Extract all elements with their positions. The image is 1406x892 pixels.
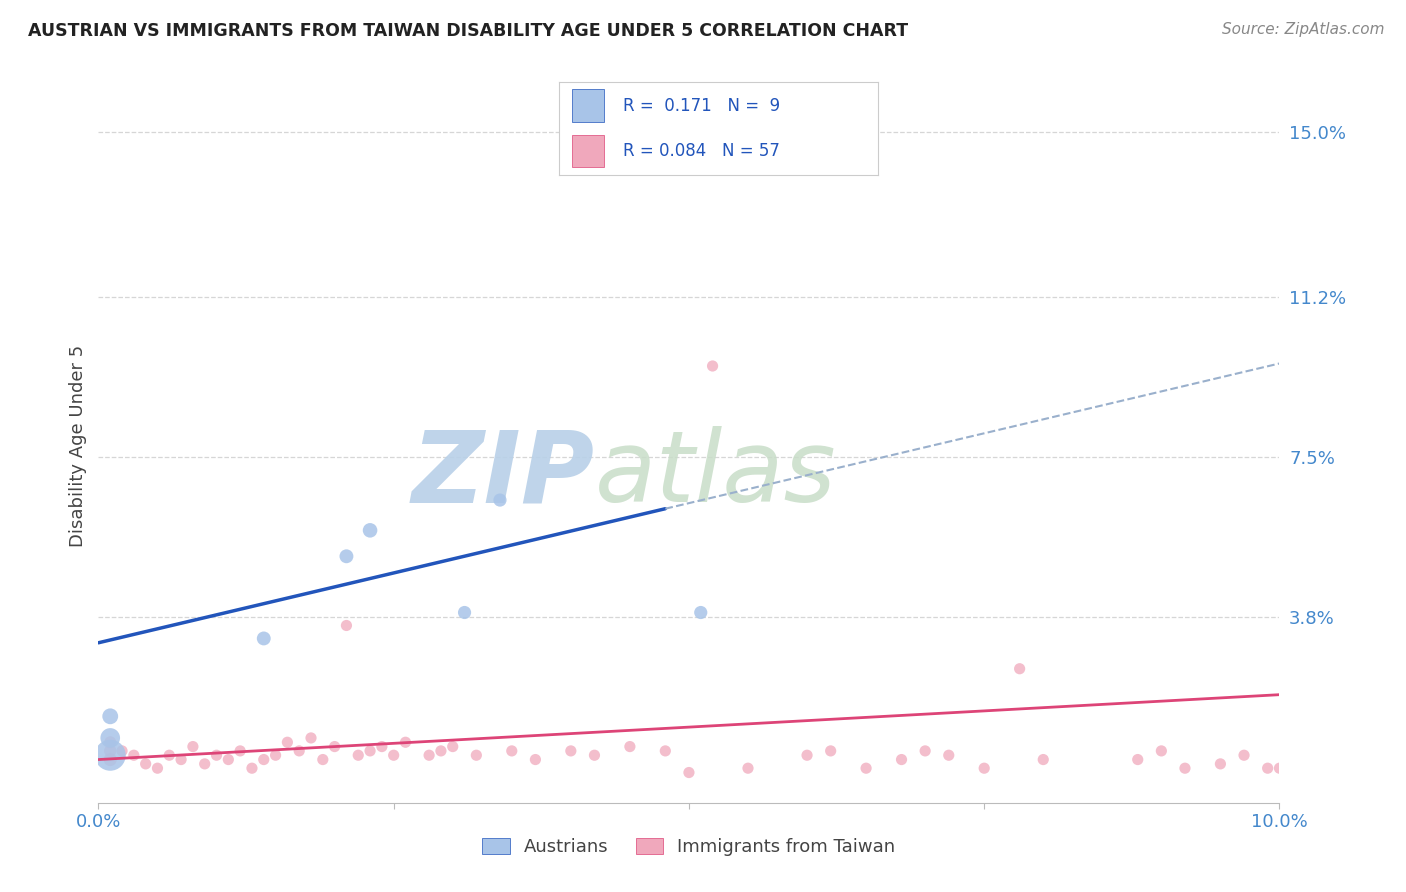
Point	[146, 761, 169, 775]
Text: ZIP: ZIP	[412, 426, 595, 523]
Point	[678, 765, 700, 780]
Point	[938, 748, 960, 763]
Point	[299, 731, 322, 745]
Point	[1268, 761, 1291, 775]
Point	[973, 761, 995, 775]
Point	[111, 744, 134, 758]
Point	[240, 761, 263, 775]
Point	[359, 744, 381, 758]
Point	[323, 739, 346, 754]
Point	[560, 744, 582, 758]
Point	[1209, 756, 1232, 771]
Point	[371, 739, 394, 754]
Legend: Austrians, Immigrants from Taiwan: Austrians, Immigrants from Taiwan	[474, 829, 904, 865]
Point	[98, 735, 121, 749]
Point	[217, 753, 239, 767]
Point	[359, 524, 381, 538]
Point	[394, 735, 416, 749]
Point	[1257, 761, 1279, 775]
Point	[914, 744, 936, 758]
Point	[702, 359, 724, 373]
Point	[229, 744, 252, 758]
Point	[181, 739, 204, 754]
Point	[465, 748, 488, 763]
Point	[689, 606, 711, 620]
Point	[524, 753, 547, 767]
Point	[654, 744, 676, 758]
Point	[418, 748, 440, 763]
Point	[335, 549, 357, 564]
Point	[430, 744, 453, 758]
Point	[276, 735, 298, 749]
Point	[98, 731, 121, 745]
Point	[1233, 748, 1256, 763]
Point	[1150, 744, 1173, 758]
Point	[253, 753, 276, 767]
Point	[619, 739, 641, 754]
Point	[890, 753, 912, 767]
Point	[288, 744, 311, 758]
Point	[98, 744, 121, 758]
Point	[1032, 753, 1054, 767]
Point	[312, 753, 335, 767]
Point	[382, 748, 405, 763]
Point	[335, 618, 357, 632]
Point	[501, 744, 523, 758]
Point	[135, 756, 157, 771]
Point	[205, 748, 228, 763]
Point	[489, 493, 512, 508]
Point	[1008, 662, 1031, 676]
Point	[264, 748, 287, 763]
Point	[1174, 761, 1197, 775]
Point	[347, 748, 370, 763]
Point	[453, 606, 475, 620]
Y-axis label: Disability Age Under 5: Disability Age Under 5	[69, 345, 87, 547]
Point	[855, 761, 877, 775]
Point	[1126, 753, 1149, 767]
Point	[122, 748, 145, 763]
Point	[441, 739, 464, 754]
Point	[170, 753, 193, 767]
Point	[820, 744, 842, 758]
Point	[253, 632, 276, 646]
Point	[98, 753, 121, 767]
Point	[194, 756, 217, 771]
Point	[583, 748, 606, 763]
Text: atlas: atlas	[595, 426, 837, 523]
Point	[737, 761, 759, 775]
Text: Source: ZipAtlas.com: Source: ZipAtlas.com	[1222, 22, 1385, 37]
Point	[98, 709, 121, 723]
Point	[157, 748, 180, 763]
Point	[98, 748, 121, 763]
Text: AUSTRIAN VS IMMIGRANTS FROM TAIWAN DISABILITY AGE UNDER 5 CORRELATION CHART: AUSTRIAN VS IMMIGRANTS FROM TAIWAN DISAB…	[28, 22, 908, 40]
Point	[796, 748, 818, 763]
